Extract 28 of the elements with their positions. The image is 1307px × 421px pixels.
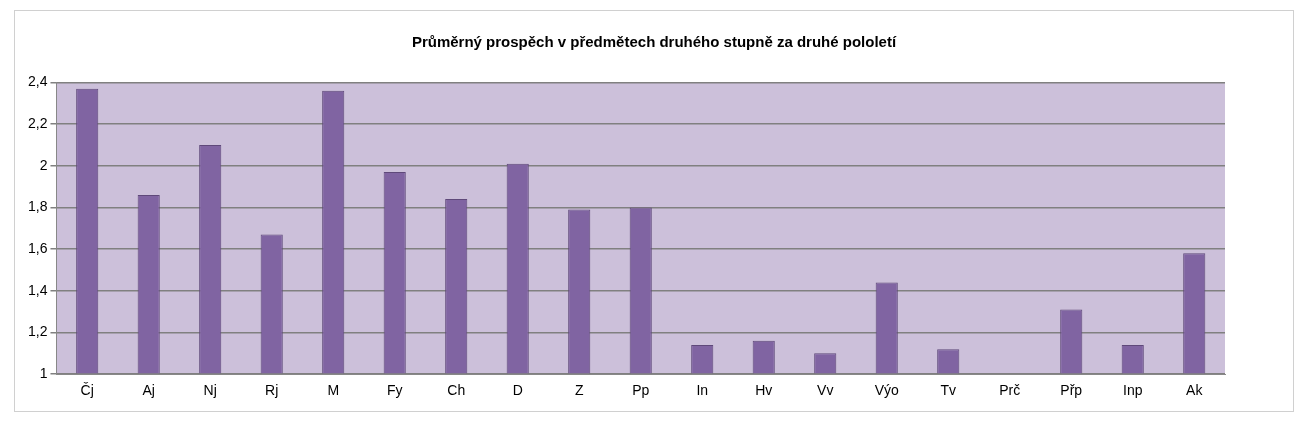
x-tick-label: Rj: [265, 382, 279, 399]
chart-title: Průměrný prospěch v předmětech druhého stupně za druhé pololetí: [410, 33, 898, 50]
x-tick-label: Přp: [1060, 382, 1083, 399]
x-tick-label: Výo: [874, 382, 900, 399]
y-tick-label: 2: [39, 156, 48, 173]
x-tick-label: In: [696, 382, 709, 399]
x-tick-label: Fy: [386, 382, 403, 399]
x-tick-label: Tv: [940, 382, 957, 399]
x-tick-label: Čj: [80, 382, 94, 399]
x-tick-label: Aj: [142, 382, 155, 399]
x-tick-label: M: [327, 382, 340, 399]
x-tick-label: Nj: [203, 382, 217, 399]
x-tick-label: Ch: [447, 382, 466, 399]
x-tick-label: Pp: [632, 382, 650, 399]
x-tick-label: Z: [574, 382, 584, 399]
y-tick-label: 1,4: [27, 281, 48, 298]
x-tick-label: D: [512, 382, 523, 399]
x-tick-label: Hv: [755, 382, 773, 399]
y-tick-label: 1,8: [27, 198, 48, 215]
y-tick-label: 2,2: [27, 114, 48, 131]
x-tick-label: Ak: [1186, 382, 1204, 399]
x-tick-label: Vv: [817, 382, 834, 399]
y-tick-label: 1,2: [27, 323, 48, 340]
y-tick-label: 1: [39, 365, 48, 382]
y-tick-label: 1,6: [27, 240, 48, 256]
x-tick-label: Prč: [999, 382, 1021, 399]
x-tick-label: Inp: [1123, 382, 1143, 399]
y-tick-label: 2,4: [27, 73, 48, 90]
